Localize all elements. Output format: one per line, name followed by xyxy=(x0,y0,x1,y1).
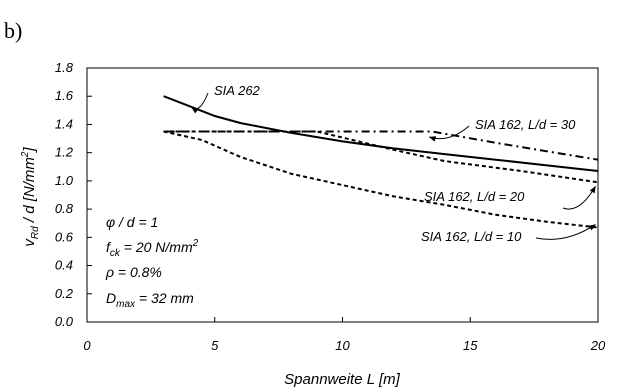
annotation-arrows xyxy=(191,92,596,240)
y-axis-title-rest: / d [N/mm xyxy=(21,157,38,226)
parameter-2: ρ = 0.8% xyxy=(105,264,162,280)
annotation-arrow-2 xyxy=(562,185,596,210)
series-line-1 xyxy=(163,130,599,161)
x-tick-label: 15 xyxy=(463,338,478,353)
y-tick-label: 1.8 xyxy=(55,60,74,75)
series-layer xyxy=(163,95,599,229)
annotation-label-1: SIA 162, L/d = 30 xyxy=(475,117,576,132)
y-tick-label: 1.2 xyxy=(55,145,74,160)
series-line-0 xyxy=(163,95,599,172)
annotation-labels: SIA 262 SIA 162, L/d = 30 SIA 162, L/d = 2… xyxy=(214,83,576,244)
y-axis-title-sup: 2 xyxy=(20,151,31,158)
x-tick-label: 0 xyxy=(83,338,91,353)
series-line-2 xyxy=(163,130,599,184)
x-tick-label: 10 xyxy=(335,338,350,353)
y-tick-label: 0.6 xyxy=(55,229,74,244)
annotation-label-0: SIA 262 xyxy=(214,83,261,98)
y-axis-title-v: v xyxy=(21,238,38,247)
y-axis-title: vRd / d [N/mm2] xyxy=(20,147,41,247)
y-tick-label: 0.2 xyxy=(55,286,74,301)
y-tick-label: 1.0 xyxy=(55,173,74,188)
parameter-1: fck = 20 N/mm2 xyxy=(106,238,199,259)
annotation-arrow-0 xyxy=(191,92,209,114)
series-line-3 xyxy=(163,130,599,229)
x-tick-label: 5 xyxy=(211,338,219,353)
y-axis-title-sub: Rd xyxy=(30,226,41,239)
panel-label: b) xyxy=(4,18,22,43)
parameter-0: φ / d = 1 xyxy=(106,214,158,230)
x-tick-label: 20 xyxy=(590,338,606,353)
annotation-arrow-1 xyxy=(428,125,470,142)
parameter-3: Dmax = 32 mm xyxy=(106,290,194,310)
annotation-label-2: SIA 162, L/d = 20 xyxy=(424,189,525,204)
y-tick-label: 1.4 xyxy=(55,116,73,131)
axes: 0.0 0.2 0.4 0.6 0.8 1.0 1.2 1.4 1.6 1.8 0 5 10 15 20 xyxy=(55,60,606,353)
y-tick-label: 0.4 xyxy=(55,258,73,273)
y-tick-label: 0.8 xyxy=(55,201,74,216)
parameter-block: φ / d = 1 fck = 20 N/mm2 ρ = 0.8% Dmax = 32… xyxy=(105,214,199,310)
y-tick-label: 1.6 xyxy=(55,88,74,103)
y-axis-title-close: ] xyxy=(21,147,38,154)
y-tick-label: 0.0 xyxy=(55,314,74,329)
annotation-arrow-3 xyxy=(535,224,596,240)
x-axis-title: Spannweite L [m] xyxy=(284,371,400,388)
annotation-label-3: SIA 162, L/d = 10 xyxy=(421,229,522,244)
